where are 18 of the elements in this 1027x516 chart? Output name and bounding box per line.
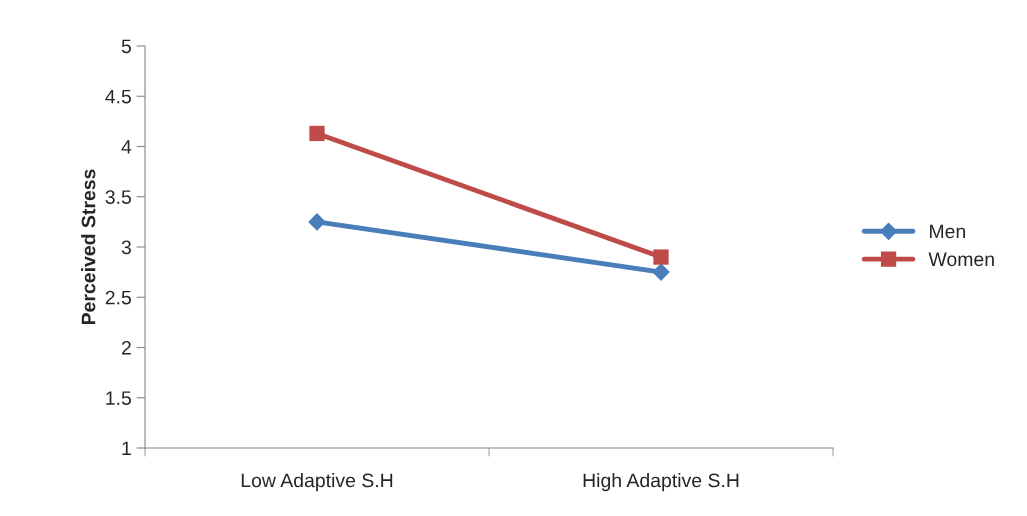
- point: [309, 125, 325, 142]
- y-tick-label: 2: [121, 340, 131, 355]
- y-tick-label: 5: [121, 39, 131, 54]
- point: [308, 213, 326, 231]
- y-tick-label: 1: [122, 441, 131, 456]
- point: [653, 249, 669, 265]
- y-tick-label: 1.5: [106, 391, 131, 405]
- y-tick-label: 2.5: [105, 290, 131, 305]
- legend-label: Men: [930, 224, 965, 239]
- x-tick-label: Low Adaptive S.H: [241, 473, 393, 492]
- y-axis-title: Perceived Stress: [81, 169, 96, 325]
- y-tick-label: 4.5: [105, 89, 131, 104]
- point: [652, 263, 670, 281]
- legend-label: Women: [928, 252, 994, 267]
- y-tick-label: 3.5: [105, 190, 131, 204]
- y-tick-label: 4: [121, 140, 132, 154]
- x-tick-label: High Adaptive S.H: [583, 473, 739, 492]
- y-tick-label: 3: [121, 240, 131, 255]
